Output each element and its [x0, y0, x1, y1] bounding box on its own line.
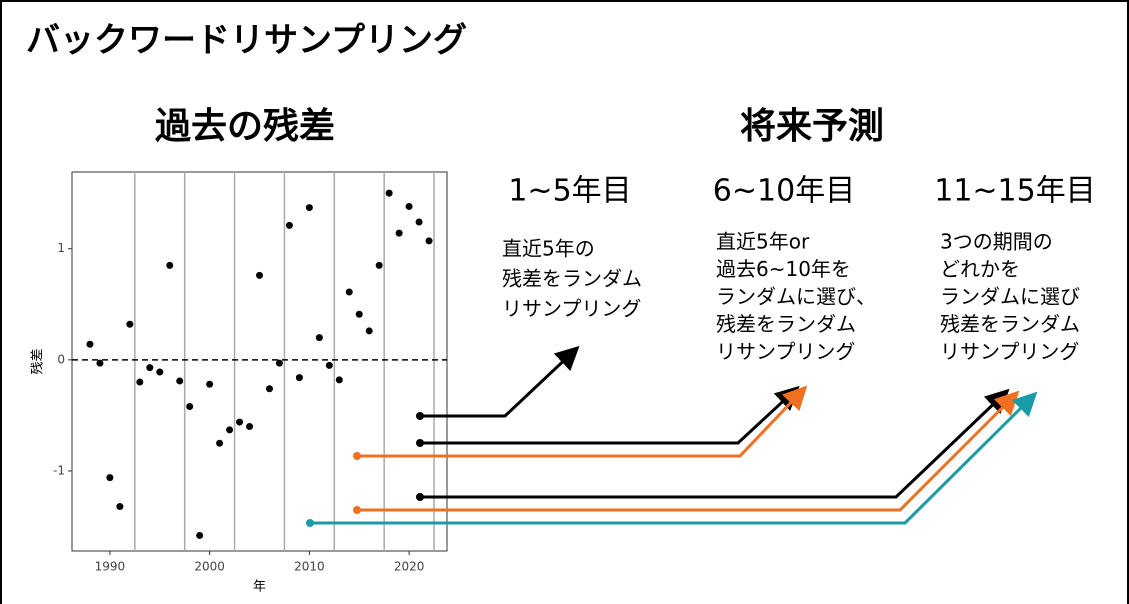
arrow-start [353, 506, 361, 514]
slide-title: バックワードリサンプリング [26, 21, 467, 61]
x-tick-label: 2010 [294, 560, 325, 574]
column-heading: 11~15年目 [934, 174, 1095, 209]
arrow [357, 390, 1020, 512]
column-text: 過去6~10年を [716, 257, 851, 281]
point [345, 288, 353, 296]
column-text: リサンプリング [940, 340, 1079, 364]
column-text: 3つの期間の [940, 230, 1053, 254]
point [365, 327, 373, 335]
point [86, 340, 94, 348]
point [206, 380, 214, 388]
column-text: ランダムに選び、 [716, 285, 876, 309]
column-text: ランダムに選び [940, 285, 1080, 309]
arrow [357, 385, 808, 458]
arrow [420, 345, 580, 418]
point [315, 334, 323, 342]
point [156, 368, 164, 376]
point [425, 237, 433, 245]
point [166, 261, 174, 269]
x-tick-label: 1990 [95, 560, 126, 574]
column-text: 残差をランダム [716, 312, 856, 336]
point [246, 423, 254, 431]
point [415, 218, 423, 226]
point [96, 359, 104, 367]
arrow-start [416, 439, 424, 447]
point [146, 364, 154, 372]
y-tick-label: -1 [53, 463, 65, 477]
column-text: 直近5年の [502, 237, 595, 261]
y-tick-label: 0 [57, 352, 65, 366]
column-text: リサンプリング [502, 297, 641, 321]
arrow-start [306, 519, 314, 527]
y-axis-label: 残差 [31, 348, 46, 374]
point [196, 531, 204, 539]
x-tick-label: 2000 [194, 560, 225, 574]
x-tick-label: 2020 [394, 560, 425, 574]
arrow [420, 388, 1010, 499]
section-title: 過去の残差 [155, 106, 335, 147]
point [236, 418, 244, 426]
plot-area [71, 171, 448, 552]
point [285, 221, 293, 229]
point [355, 310, 363, 318]
point [176, 377, 184, 385]
point [136, 378, 144, 386]
column-heading: 1~5年目 [508, 174, 631, 209]
point [335, 376, 343, 384]
point [305, 204, 313, 212]
arrow-start [416, 493, 424, 501]
point [256, 271, 263, 279]
arrow-start [353, 452, 361, 460]
section-title: 将来予測 [740, 106, 884, 147]
point [395, 229, 403, 237]
point [275, 359, 283, 367]
point [226, 426, 234, 434]
y-tick-label: 1 [57, 241, 65, 255]
arrow-start [416, 412, 424, 420]
column-text: どれかを [940, 257, 1020, 281]
point [405, 202, 413, 210]
arrows [306, 345, 1038, 527]
column-text: 直近5年or [716, 230, 810, 254]
point [265, 385, 273, 393]
point [295, 374, 303, 382]
point [106, 474, 114, 482]
point [385, 189, 393, 197]
point [375, 261, 383, 269]
column-text: 残差をランダム [502, 267, 642, 291]
point [116, 503, 124, 511]
point [216, 439, 224, 447]
x-axis-label: 年 [253, 580, 266, 595]
point [186, 403, 194, 411]
column-text: 残差をランダム [940, 312, 1080, 336]
arrow [420, 385, 800, 445]
point [325, 361, 333, 369]
point [126, 320, 134, 328]
arrow [310, 391, 1038, 525]
column-heading: 6~10年目 [713, 174, 855, 209]
column-text: リサンプリング [716, 340, 855, 364]
